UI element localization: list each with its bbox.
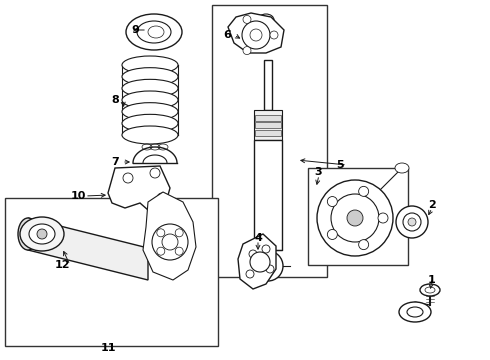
Ellipse shape xyxy=(359,240,368,249)
Polygon shape xyxy=(28,218,148,280)
Ellipse shape xyxy=(175,247,183,255)
Ellipse shape xyxy=(347,210,363,226)
Text: 5: 5 xyxy=(336,160,344,170)
Text: 9: 9 xyxy=(131,25,139,35)
Ellipse shape xyxy=(262,245,270,253)
Bar xyxy=(5,198,218,346)
Ellipse shape xyxy=(123,173,133,183)
Ellipse shape xyxy=(122,103,178,121)
Ellipse shape xyxy=(327,197,337,207)
Text: 7: 7 xyxy=(111,157,119,167)
Ellipse shape xyxy=(175,229,183,237)
Text: 1: 1 xyxy=(428,275,436,285)
Bar xyxy=(255,115,281,121)
Ellipse shape xyxy=(29,224,55,244)
Ellipse shape xyxy=(253,251,283,281)
Ellipse shape xyxy=(359,186,368,196)
Ellipse shape xyxy=(37,229,47,239)
Text: 6: 6 xyxy=(223,30,231,40)
Ellipse shape xyxy=(399,302,431,322)
Ellipse shape xyxy=(150,168,160,178)
Ellipse shape xyxy=(317,180,393,256)
Ellipse shape xyxy=(242,21,270,49)
Ellipse shape xyxy=(122,79,178,97)
Ellipse shape xyxy=(258,14,274,26)
Bar xyxy=(308,168,408,265)
Ellipse shape xyxy=(270,31,278,39)
Bar xyxy=(254,110,282,140)
Text: 10: 10 xyxy=(70,191,86,201)
Ellipse shape xyxy=(249,250,257,258)
Ellipse shape xyxy=(126,14,182,50)
Text: 8: 8 xyxy=(111,95,119,105)
Ellipse shape xyxy=(20,217,64,251)
Text: 12: 12 xyxy=(54,260,70,270)
Ellipse shape xyxy=(157,193,167,203)
Text: 11: 11 xyxy=(100,343,116,353)
Bar xyxy=(264,60,272,110)
Ellipse shape xyxy=(395,163,409,173)
Bar xyxy=(255,122,281,128)
Polygon shape xyxy=(143,192,196,280)
Bar xyxy=(212,5,327,277)
Ellipse shape xyxy=(122,91,178,109)
Ellipse shape xyxy=(408,218,416,226)
Ellipse shape xyxy=(243,46,251,55)
Ellipse shape xyxy=(420,284,440,296)
Ellipse shape xyxy=(266,265,274,273)
Polygon shape xyxy=(228,13,284,53)
Ellipse shape xyxy=(250,252,270,272)
Ellipse shape xyxy=(157,229,165,237)
Ellipse shape xyxy=(152,224,188,260)
Ellipse shape xyxy=(122,68,178,86)
Ellipse shape xyxy=(403,213,421,231)
Text: 3: 3 xyxy=(314,167,322,177)
Ellipse shape xyxy=(378,213,388,223)
Ellipse shape xyxy=(246,270,254,278)
Ellipse shape xyxy=(261,259,275,273)
Ellipse shape xyxy=(122,114,178,132)
Ellipse shape xyxy=(122,126,178,144)
Polygon shape xyxy=(108,166,170,210)
Ellipse shape xyxy=(122,56,178,74)
Bar xyxy=(254,140,282,250)
Ellipse shape xyxy=(327,229,337,239)
Ellipse shape xyxy=(396,206,428,238)
Ellipse shape xyxy=(250,29,262,41)
Ellipse shape xyxy=(162,234,178,250)
Bar xyxy=(255,130,281,136)
Ellipse shape xyxy=(331,194,379,242)
Polygon shape xyxy=(238,234,276,289)
Ellipse shape xyxy=(243,15,251,23)
Text: 2: 2 xyxy=(428,200,436,210)
Text: 4: 4 xyxy=(254,233,262,243)
Ellipse shape xyxy=(18,218,38,250)
Ellipse shape xyxy=(157,247,165,255)
